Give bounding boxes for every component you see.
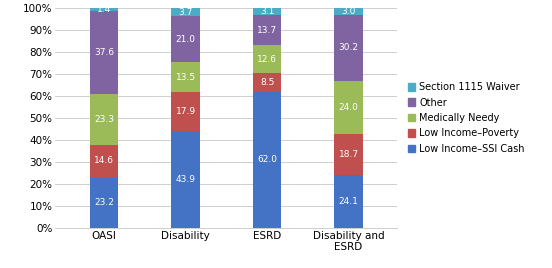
Text: 62.0: 62.0: [257, 155, 277, 164]
Text: 3.7: 3.7: [178, 8, 193, 17]
Bar: [253, 15, 282, 45]
Bar: [253, 92, 282, 228]
Text: 30.2: 30.2: [338, 43, 359, 52]
Text: 8.5: 8.5: [260, 78, 274, 87]
Text: 17.9: 17.9: [176, 107, 195, 116]
Text: 3.1: 3.1: [260, 7, 274, 16]
Text: 14.6: 14.6: [94, 156, 114, 165]
Bar: [90, 94, 118, 145]
Text: 23.3: 23.3: [94, 115, 114, 124]
Bar: [253, 73, 282, 92]
Bar: [171, 131, 200, 228]
Bar: [335, 8, 363, 15]
Text: 24.1: 24.1: [338, 197, 358, 206]
Bar: [90, 11, 118, 94]
Bar: [253, 8, 282, 15]
Bar: [171, 62, 200, 92]
Text: 12.6: 12.6: [257, 54, 277, 64]
Text: 18.7: 18.7: [338, 150, 359, 159]
Legend: Section 1115 Waiver, Other, Medically Needy, Low Income–Poverty, Low Income–SSI : Section 1115 Waiver, Other, Medically Ne…: [406, 80, 527, 155]
Bar: [335, 15, 363, 81]
Bar: [90, 177, 118, 228]
Text: 43.9: 43.9: [176, 175, 195, 184]
Bar: [171, 16, 200, 62]
Text: 3.0: 3.0: [341, 7, 355, 16]
Text: 1.4: 1.4: [97, 5, 111, 14]
Text: 23.2: 23.2: [94, 198, 114, 207]
Bar: [253, 45, 282, 73]
Text: 37.6: 37.6: [94, 48, 114, 57]
Bar: [335, 81, 363, 134]
Text: 24.0: 24.0: [338, 103, 358, 112]
Bar: [335, 134, 363, 175]
Text: 13.5: 13.5: [176, 73, 195, 82]
Bar: [171, 92, 200, 131]
Text: 21.0: 21.0: [176, 35, 195, 44]
Bar: [90, 8, 118, 11]
Text: 13.7: 13.7: [257, 26, 277, 35]
Bar: [90, 145, 118, 177]
Bar: [335, 175, 363, 228]
Bar: [171, 8, 200, 16]
